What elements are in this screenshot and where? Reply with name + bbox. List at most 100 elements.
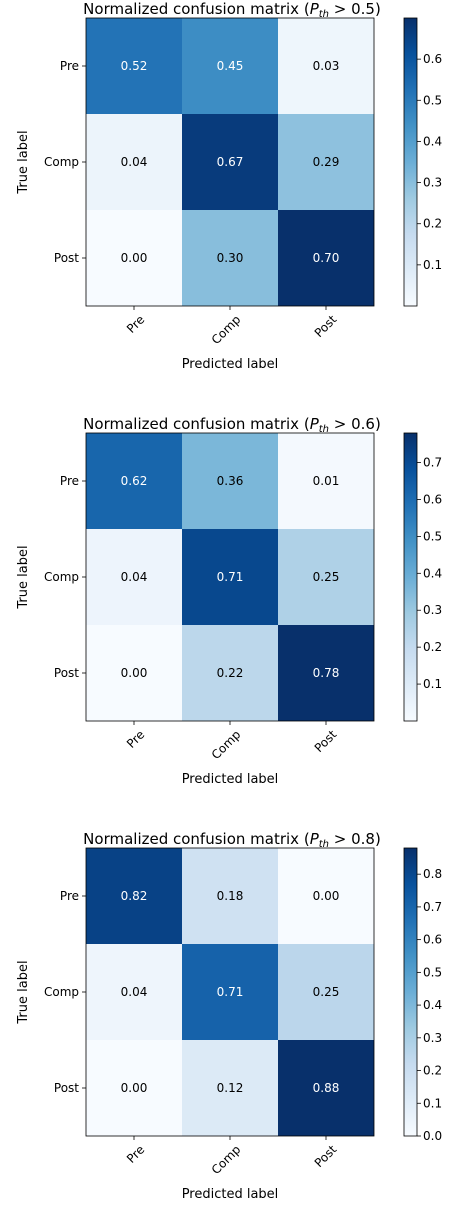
heatmap-cell-r1-c2 bbox=[182, 848, 278, 944]
x-tick-label: Post bbox=[312, 312, 340, 340]
heatmap-cell-r1-c3 bbox=[278, 433, 374, 529]
heatmap-cell-r1-c2 bbox=[182, 433, 278, 529]
heatmap-cell-r1-c3 bbox=[278, 18, 374, 114]
heatmap-cell-r3-c3 bbox=[278, 210, 374, 306]
cell-value-label: 0.30 bbox=[217, 251, 244, 265]
x-tick-label: Post bbox=[312, 727, 340, 755]
x-tick-label: Pre bbox=[124, 1142, 147, 1165]
cell-value-label: 0.00 bbox=[313, 889, 340, 903]
colorbar-tick-label: 0.4 bbox=[423, 134, 442, 148]
colorbar-tick-label: 0.0 bbox=[423, 1129, 442, 1143]
heatmap-cell-r2-c1 bbox=[86, 944, 182, 1040]
cell-value-label: 0.36 bbox=[217, 474, 244, 488]
heatmap-cell-r2-c2 bbox=[182, 529, 278, 625]
colorbar-tick-label: 0.6 bbox=[423, 52, 442, 66]
cell-value-label: 0.04 bbox=[121, 570, 148, 584]
heatmap-cell-r2-c3 bbox=[278, 529, 374, 625]
colorbar bbox=[403, 17, 418, 307]
x-tick-label: Comp bbox=[209, 312, 244, 347]
x-axis-label: Predicted label bbox=[182, 772, 279, 787]
cell-value-label: 0.01 bbox=[313, 474, 340, 488]
x-tick-label: Post bbox=[312, 1142, 340, 1170]
cell-value-label: 0.88 bbox=[313, 1081, 340, 1095]
cell-value-label: 0.71 bbox=[217, 985, 244, 999]
y-tick-label: Pre bbox=[60, 889, 79, 903]
colorbar-tick-label: 0.4 bbox=[423, 566, 442, 580]
colorbar bbox=[403, 847, 418, 1137]
y-axis-label: True label bbox=[16, 960, 31, 1024]
heatmap-cell-r3-c1 bbox=[86, 1040, 182, 1136]
heatmap-cell-r1-c1 bbox=[86, 848, 182, 944]
cell-value-label: 0.45 bbox=[217, 59, 244, 73]
cell-value-label: 0.62 bbox=[121, 474, 148, 488]
confusion-matrix-panel-3: Normalized confusion matrix (Pth > 0.8) 0… bbox=[16, 830, 442, 1202]
y-tick-label: Comp bbox=[44, 985, 79, 999]
confusion-matrix-panel-1: Normalized confusion matrix (Pth > 0.5) 0… bbox=[16, 0, 442, 372]
cell-value-label: 0.22 bbox=[217, 666, 244, 680]
colorbar-tick-label: 0.2 bbox=[423, 640, 442, 654]
heatmap-cell-r2-c3 bbox=[278, 944, 374, 1040]
cell-value-label: 0.00 bbox=[121, 1081, 148, 1095]
heatmap-cell-r2-c2 bbox=[182, 944, 278, 1040]
confusion-matrix-panel-2: Normalized confusion matrix (Pth > 0.6) 0… bbox=[16, 415, 442, 787]
heatmap-cell-r3-c3 bbox=[278, 625, 374, 721]
colorbar-tick-label: 0.6 bbox=[423, 933, 442, 947]
cell-value-label: 0.00 bbox=[121, 251, 148, 265]
cell-value-label: 0.18 bbox=[217, 889, 244, 903]
x-tick-label: Comp bbox=[209, 1142, 244, 1177]
colorbar-tick-label: 0.3 bbox=[423, 603, 442, 617]
y-tick-label: Post bbox=[54, 1081, 79, 1095]
y-axis-label: True label bbox=[16, 130, 31, 194]
y-tick-label: Post bbox=[54, 666, 79, 680]
heatmap-cell-r1-c3 bbox=[278, 848, 374, 944]
colorbar-tick-label: 0.2 bbox=[423, 1064, 442, 1078]
x-tick-label: Pre bbox=[124, 727, 147, 750]
colorbar-tick-label: 0.1 bbox=[423, 677, 442, 691]
heatmap-cell-r3-c1 bbox=[86, 625, 182, 721]
y-tick-label: Comp bbox=[44, 155, 79, 169]
y-tick-label: Post bbox=[54, 251, 79, 265]
colorbar-tick-label: 0.2 bbox=[423, 217, 442, 231]
cell-value-label: 0.25 bbox=[313, 570, 340, 584]
y-axis-label: True label bbox=[16, 545, 31, 609]
heatmap-cell-r3-c1 bbox=[86, 210, 182, 306]
x-tick-label: Pre bbox=[124, 312, 147, 335]
colorbar-tick-label: 0.4 bbox=[423, 998, 442, 1012]
colorbar-tick-label: 0.3 bbox=[423, 176, 442, 190]
y-tick-label: Pre bbox=[60, 59, 79, 73]
cell-value-label: 0.70 bbox=[313, 251, 340, 265]
heatmap-cell-r3-c2 bbox=[182, 1040, 278, 1136]
colorbar-tick-label: 0.5 bbox=[423, 965, 442, 979]
y-tick-label: Comp bbox=[44, 570, 79, 584]
heatmap-cell-r3-c2 bbox=[182, 210, 278, 306]
x-tick-label: Comp bbox=[209, 727, 244, 762]
cell-value-label: 0.00 bbox=[121, 666, 148, 680]
cell-value-label: 0.78 bbox=[313, 666, 340, 680]
cell-value-label: 0.82 bbox=[121, 889, 148, 903]
y-tick-label: Pre bbox=[60, 474, 79, 488]
cell-value-label: 0.04 bbox=[121, 155, 148, 169]
heatmap-cell-r3-c2 bbox=[182, 625, 278, 721]
colorbar-tick-label: 0.8 bbox=[423, 867, 442, 881]
colorbar-tick-label: 0.3 bbox=[423, 1031, 442, 1045]
heatmap-cell-r2-c3 bbox=[278, 114, 374, 210]
chart-title: Normalized confusion matrix (Pth > 0.8) bbox=[83, 830, 381, 850]
x-axis-label: Predicted label bbox=[182, 1187, 279, 1202]
heatmap-cell-r2-c1 bbox=[86, 114, 182, 210]
heatmap-cell-r1-c1 bbox=[86, 18, 182, 114]
colorbar-tick-label: 0.5 bbox=[423, 93, 442, 107]
heatmap-cell-r3-c3 bbox=[278, 1040, 374, 1136]
heatmap-cell-r2-c2 bbox=[182, 114, 278, 210]
cell-value-label: 0.67 bbox=[217, 155, 244, 169]
colorbar-tick-label: 0.5 bbox=[423, 529, 442, 543]
cell-value-label: 0.12 bbox=[217, 1081, 244, 1095]
cell-value-label: 0.29 bbox=[313, 155, 340, 169]
colorbar-tick-label: 0.6 bbox=[423, 492, 442, 506]
x-axis-label: Predicted label bbox=[182, 357, 279, 372]
colorbar bbox=[403, 432, 418, 722]
colorbar-tick-label: 0.7 bbox=[423, 456, 442, 470]
cell-value-label: 0.52 bbox=[121, 59, 148, 73]
colorbar-tick-label: 0.1 bbox=[423, 258, 442, 272]
colorbar-tick-label: 0.1 bbox=[423, 1096, 442, 1110]
